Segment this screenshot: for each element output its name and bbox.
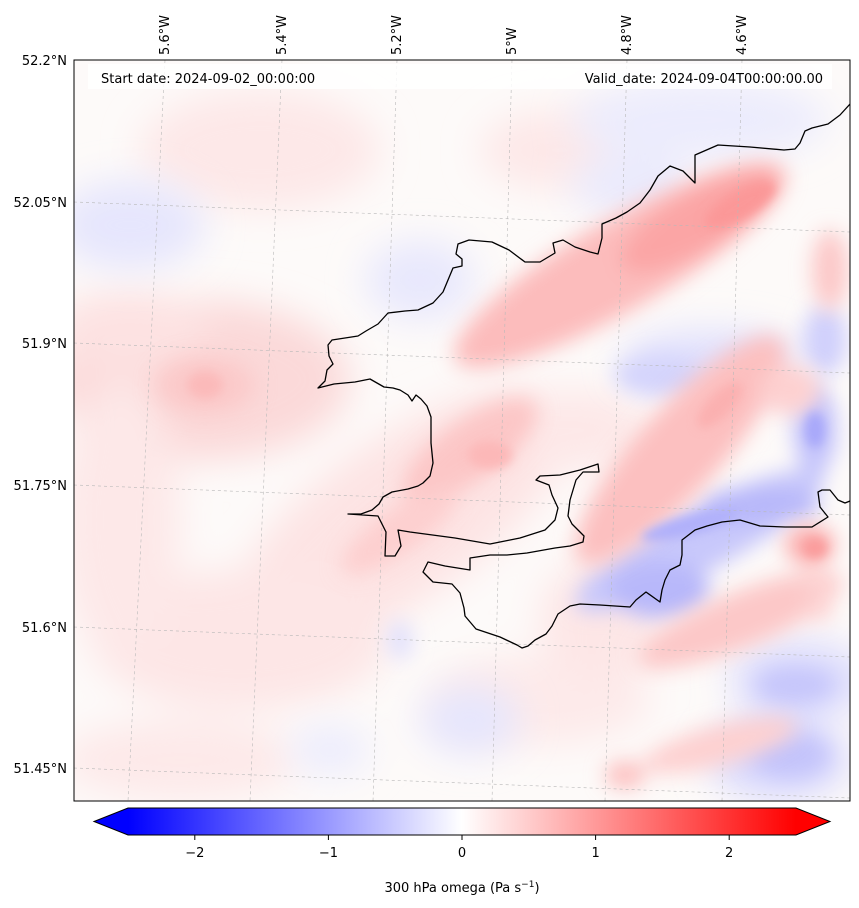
lat-label-52.2n: 52.2°N — [22, 54, 67, 69]
meridian-5.6w — [127, 60, 166, 801]
lat-label-51.45n: 51.45°N — [14, 762, 67, 777]
colorbar-ticks: −2 −1 0 1 2 — [185, 835, 733, 861]
lon-label-5w: 5°W — [505, 27, 520, 55]
info-banner-bg — [88, 64, 832, 89]
meridian-5.4w — [249, 60, 283, 801]
lon-label-4.6w: 4.6°W — [735, 15, 750, 55]
gridlines — [74, 60, 850, 801]
colorbar-body — [128, 808, 796, 835]
colorbar-tick-label: 0 — [458, 846, 466, 861]
lat-label-51.6n: 51.6°N — [22, 621, 67, 636]
lon-label-5.2w: 5.2°W — [390, 15, 405, 55]
longitude-labels: 5.6°W 5.4°W 5.2°W 5°W 4.8°W 4.6°W — [158, 15, 750, 55]
colorbar-label-close: ) — [534, 881, 539, 896]
lat-label-51.9n: 51.9°N — [22, 337, 67, 352]
lat-label-52.05n: 52.05°N — [14, 196, 67, 211]
lon-label-5.4w: 5.4°W — [275, 15, 290, 55]
coastline — [317, 103, 850, 649]
colorbar-tick-label: 1 — [591, 846, 599, 861]
colorbar: −2 −1 0 1 2 300 hPa omega (Pa s−1) — [92, 807, 832, 896]
start-date-label: Start date: 2024-09-02_00:00:00 — [101, 72, 315, 87]
colorbar-extend-high — [796, 808, 830, 835]
colorbar-extend-low — [94, 808, 128, 835]
colorbar-label-text: 300 hPa omega (Pa s — [384, 881, 521, 896]
valid-date-label: Valid_date: 2024-09-04T00:00:00.00 — [585, 72, 823, 87]
colorbar-label: 300 hPa omega (Pa s−1) — [384, 880, 539, 896]
colorbar-outline — [92, 807, 832, 836]
map-frame — [73, 59, 851, 802]
colorbar-tick-label: 2 — [725, 846, 733, 861]
lon-label-5.6w: 5.6°W — [158, 15, 173, 55]
colorbar-label-sup: −1 — [521, 880, 534, 890]
coastline-north — [317, 103, 850, 649]
lon-label-4.8w: 4.8°W — [620, 15, 635, 55]
omega-field — [74, 60, 850, 801]
latitude-labels: 52.2°N 52.05°N 51.9°N 51.75°N 51.6°N 51.… — [14, 54, 67, 777]
colorbar-tick-label: −1 — [319, 846, 338, 861]
lat-label-51.75n: 51.75°N — [14, 479, 67, 494]
colorbar-tick-label: −2 — [185, 846, 204, 861]
